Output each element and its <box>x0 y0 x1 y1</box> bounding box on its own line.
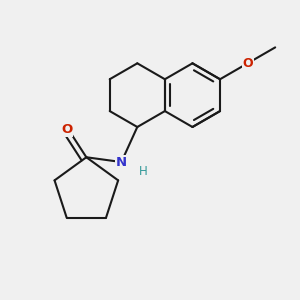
Text: N: N <box>116 155 127 169</box>
Text: H: H <box>139 165 148 178</box>
Text: O: O <box>242 57 253 70</box>
Text: O: O <box>61 123 73 136</box>
